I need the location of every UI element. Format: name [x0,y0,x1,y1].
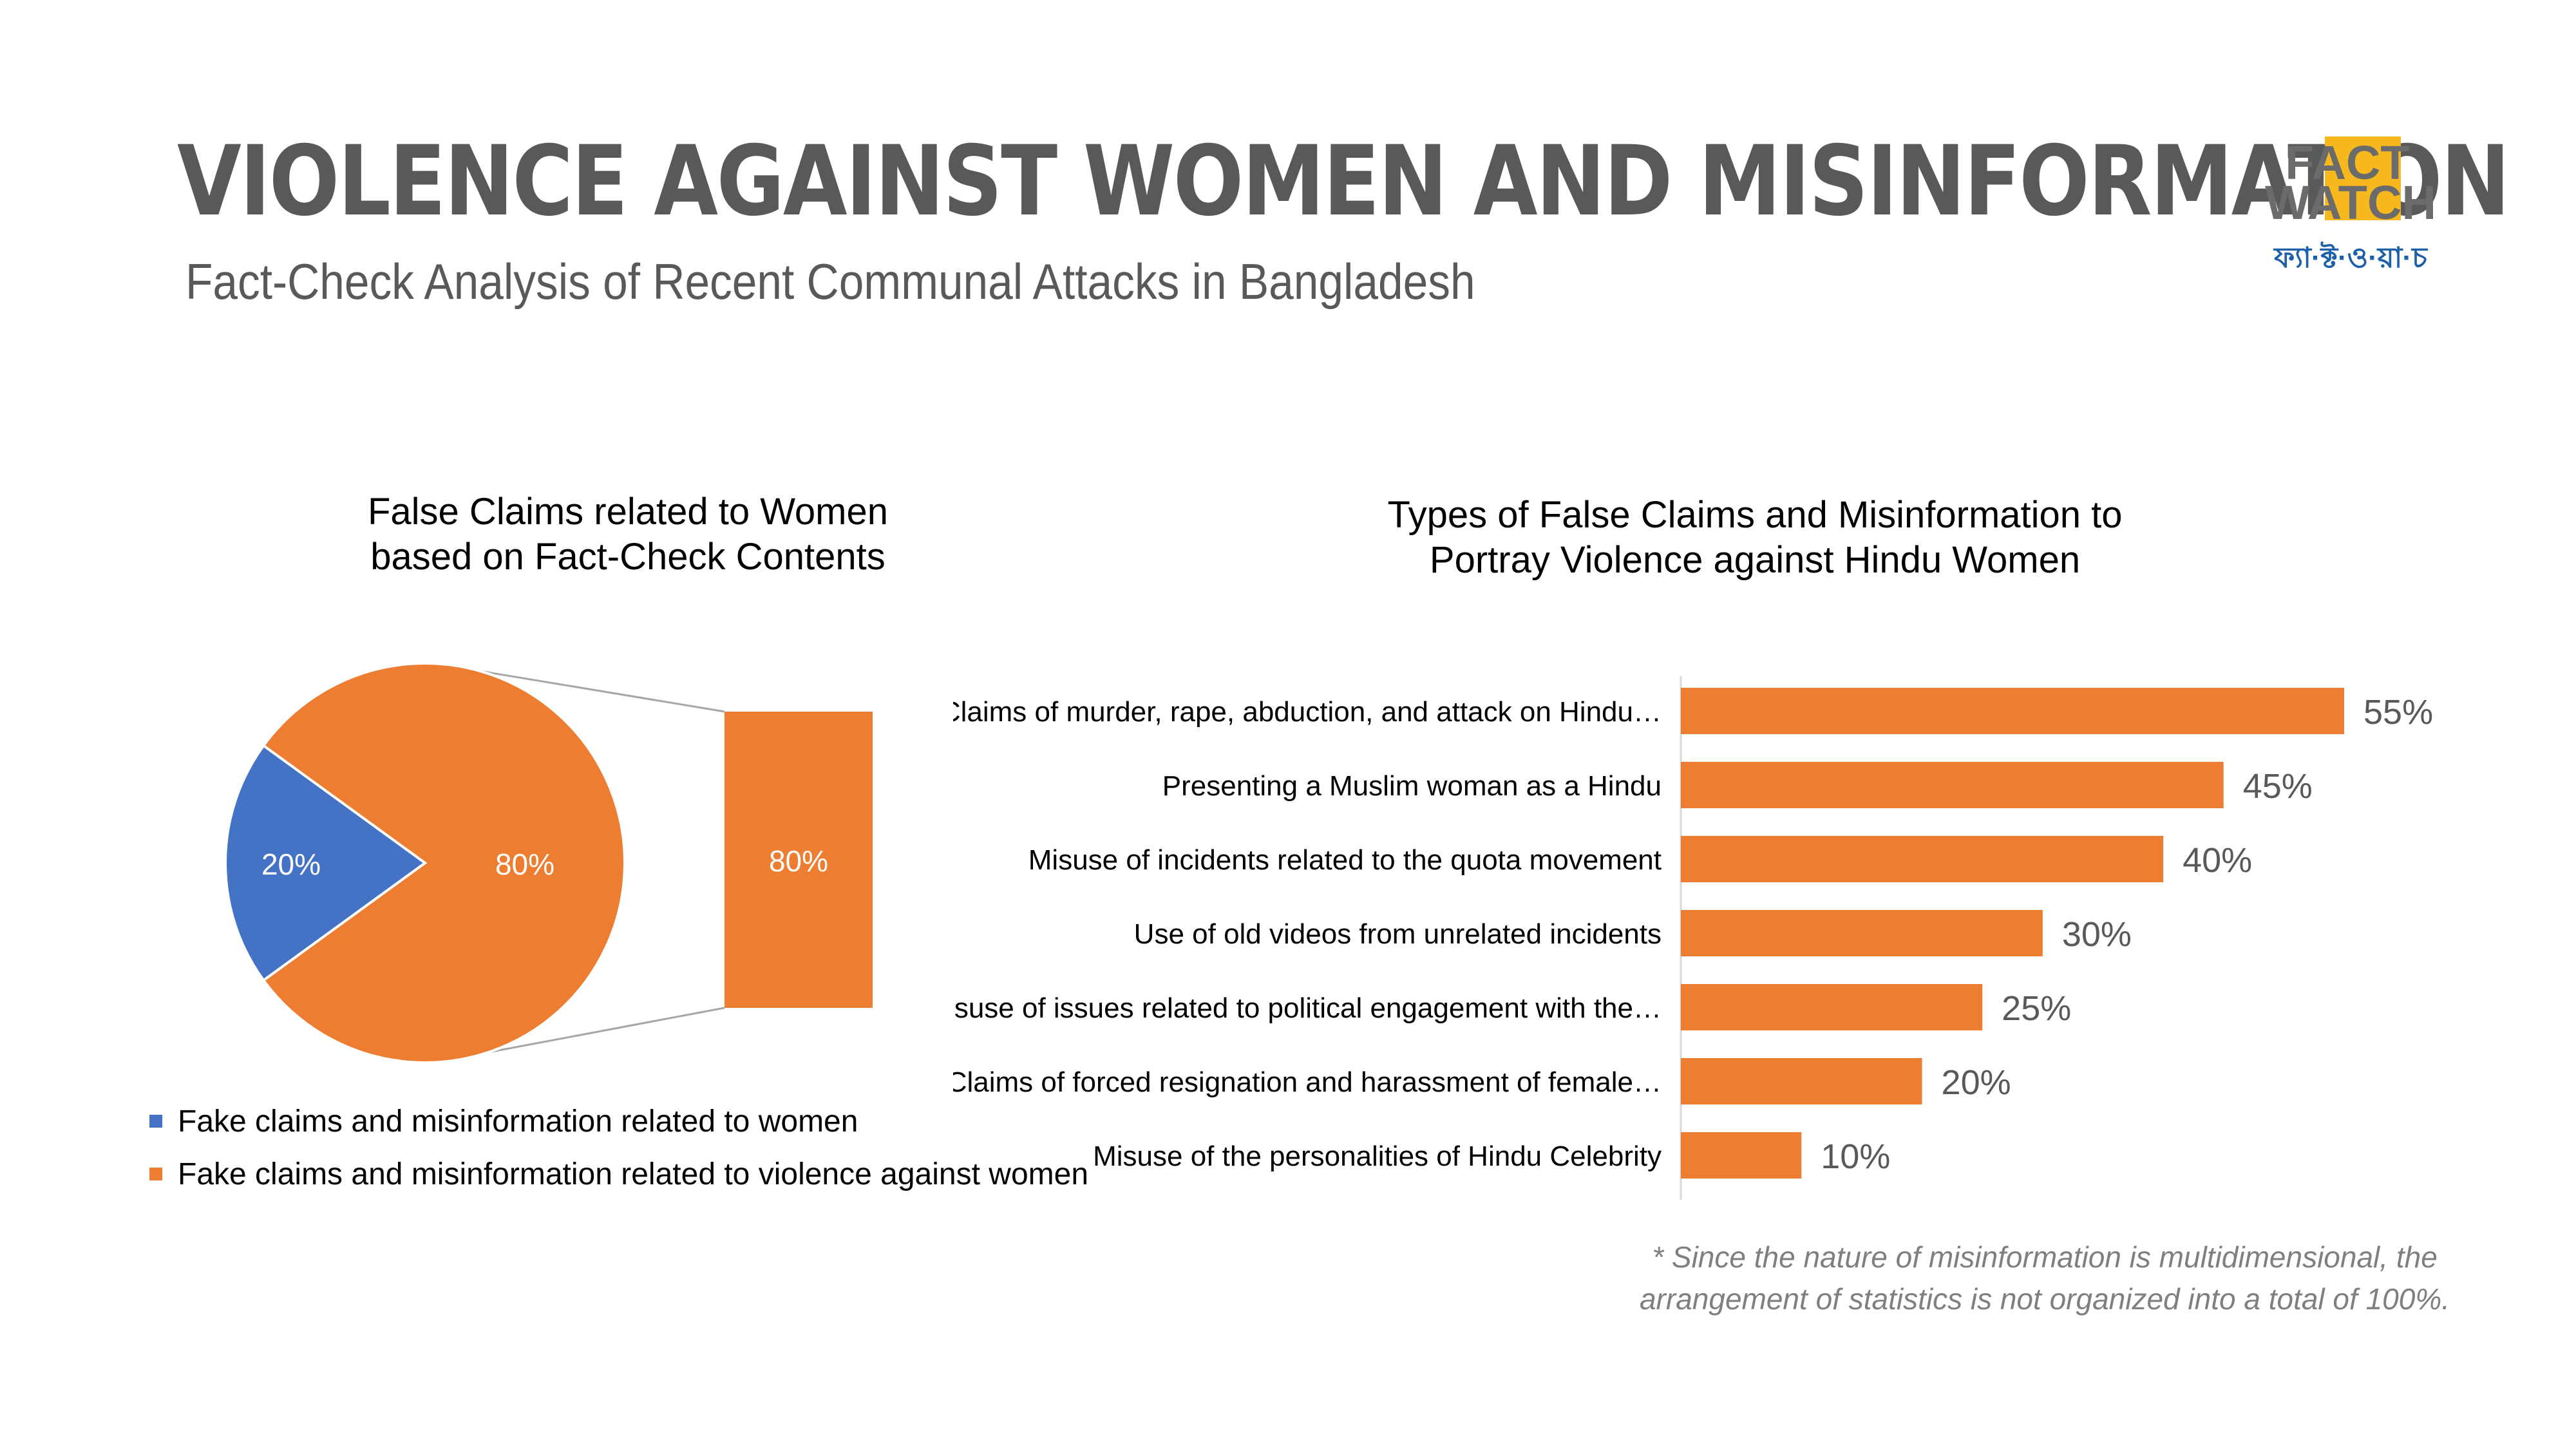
bar-category-label: Claims of forced resignation and harassm… [953,1066,1662,1098]
legend-label-violence: Fake claims and misinformation related t… [178,1157,1089,1191]
logo-word-watch: WATCH [2265,176,2436,229]
pie-chart-title: False Claims related to Women based on F… [290,489,966,580]
bar-7 [1681,1132,1802,1179]
bar-value-label: 55% [2363,693,2433,732]
bar-category-label: Claims of murder, rape, abduction, and a… [953,696,1662,728]
legend-label-women: Fake claims and misinformation related t… [178,1104,858,1139]
pie-label-women: 20% [261,848,321,881]
pie-label-violence: 80% [495,848,554,881]
bar-4 [1681,910,2043,956]
bar-category-label: Misuse of issues related to political en… [953,992,1662,1024]
bar-6 [1681,1058,1922,1104]
bar-value-label: 25% [2002,989,2071,1028]
bar-category-label: Misuse of the personalities of Hindu Cel… [1093,1141,1662,1172]
footnote-line-1: * Since the nature of misinformation is … [1652,1240,2438,1274]
page-subtitle: Fact-Check Analysis of Recent Communal A… [185,253,1475,310]
footnote-line-2: arrangement of statistics is not organiz… [1639,1282,2450,1316]
bar-chart-title: Types of False Claims and Misinformation… [1352,493,2157,583]
legend-swatch-orange [149,1168,162,1180]
bar-value-label: 30% [2062,915,2132,954]
bar-5 [1681,984,1983,1030]
bar-title-line-1: Types of False Claims and Misinformation… [1387,494,2123,536]
pie-breakout-label: 80% [769,844,828,878]
bar-title-line-2: Portray Violence against Hindu Women [1429,539,2081,581]
bar-category-label: Presenting a Muslim woman as a Hindu [1162,770,1662,802]
legend-item-violence: Fake claims and misinformation related t… [149,1148,1088,1200]
legend-swatch-blue [149,1115,162,1128]
legend-item-women: Fake claims and misinformation related t… [149,1095,1088,1148]
bar-value-label: 10% [1821,1137,1890,1176]
pie-slice-violence [261,662,626,1064]
pie-breakout-bar [724,712,873,1008]
bar-value-label: 45% [2243,767,2313,806]
bar-3 [1681,836,2164,882]
pie-title-line-1: False Claims related to Women [367,491,888,533]
logo-bangla: ফ্যা·ক্ট·ও·য়া·চ [2273,242,2428,274]
bar-value-label: 40% [2183,841,2252,880]
pie-of-pie-chart: 20% 80% 80% [224,662,873,1064]
pie-legend: Fake claims and misinformation related t… [149,1095,1088,1200]
logo-word-fact: FACT [2285,136,2409,189]
footnote: * Since the nature of misinformation is … [1629,1236,2460,1320]
logo-yellow-block [2325,137,2401,220]
pie-slice-women [224,743,428,983]
bar-value-label: 20% [1942,1063,2011,1102]
bar-2 [1681,762,2224,808]
pie-title-line-2: based on Fact-Check Contents [370,536,886,578]
bar-category-label: Use of old videos from unrelated inciden… [1134,918,1662,950]
factwatch-logo: FACT WATCH ফ্যা·ক্ট·ও·য়া·চ [2265,136,2436,274]
bar-1 [1681,688,2344,734]
horizontal-bar-chart: Claims of murder, rape, abduction, and a… [953,676,2433,1200]
bar-category-label: Misuse of incidents related to the quota… [1028,844,1662,876]
page-title: VIOLENCE AGAINST WOMEN AND MISINFORMATIO… [177,126,2510,238]
